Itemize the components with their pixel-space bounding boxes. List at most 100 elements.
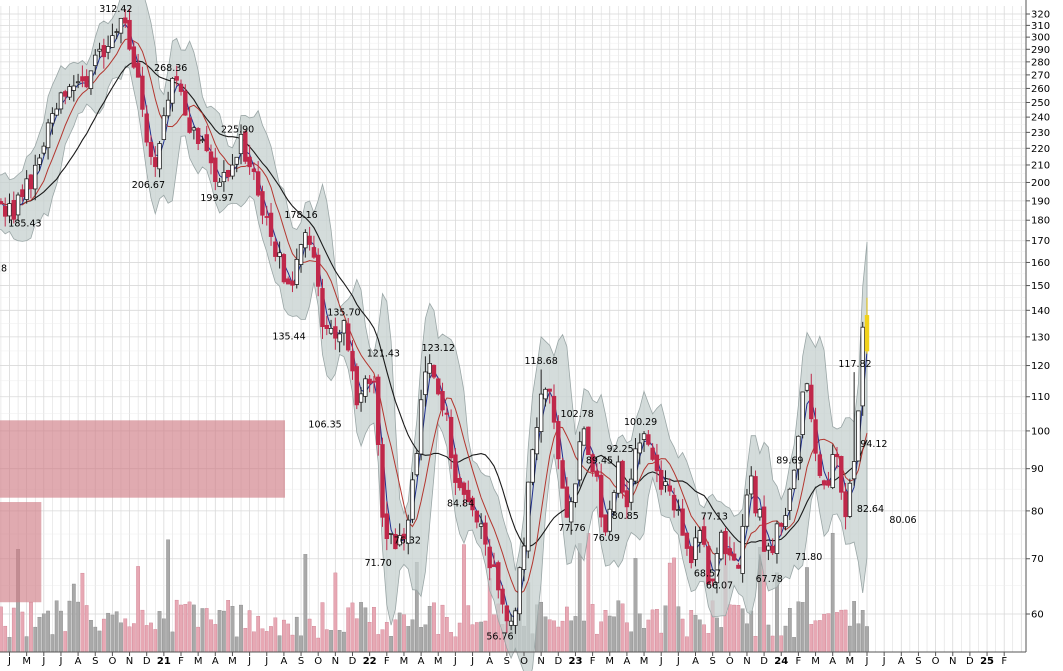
candle-body — [414, 453, 420, 476]
candle-body — [234, 156, 239, 165]
candle-body — [727, 548, 732, 556]
volume-bar — [243, 627, 248, 653]
volume-bar — [131, 623, 136, 653]
candle-body — [586, 426, 591, 455]
price-annotation: 178.16 — [284, 210, 317, 221]
candle-body — [564, 486, 570, 518]
volume-bar — [363, 607, 368, 653]
x-month-label: A — [280, 656, 287, 667]
candle-body — [367, 378, 372, 384]
candle-body — [663, 481, 668, 486]
price-annotation: 206.67 — [132, 180, 165, 191]
grid-layer — [0, 6, 1026, 652]
candle-body — [714, 553, 720, 584]
candle-body — [170, 78, 175, 104]
candle-body — [294, 259, 299, 285]
x-month-label: F — [1001, 656, 1007, 667]
candle-body — [406, 519, 411, 544]
x-month-label: A — [418, 656, 425, 667]
volume-bar — [67, 600, 72, 653]
x-month-label: D — [760, 656, 768, 667]
candle-body — [397, 535, 402, 546]
candle-body — [311, 247, 317, 258]
candle-body — [444, 412, 450, 415]
candle-body — [148, 142, 154, 157]
x-month-label: S — [915, 656, 921, 667]
price-annotation: 76.09 — [593, 533, 620, 544]
candle-body — [813, 419, 818, 454]
volume-bar — [637, 613, 642, 653]
y-tick-label: 120 — [1031, 361, 1050, 372]
volume-bar — [852, 601, 856, 653]
volume-bar — [3, 625, 8, 653]
candle-body — [153, 157, 158, 168]
candle-body — [58, 92, 64, 110]
volume-bar — [192, 604, 196, 653]
candle-body — [847, 482, 853, 517]
volume-bar — [384, 622, 389, 653]
volume-bar — [539, 601, 544, 653]
volume-bar — [419, 627, 423, 653]
volume-bar — [432, 602, 436, 653]
candle-body — [80, 76, 85, 82]
candle-body — [740, 525, 745, 574]
volume-bar — [736, 605, 741, 653]
candle-body — [230, 164, 235, 177]
candle-body — [127, 19, 132, 50]
volume-bar — [590, 604, 595, 653]
volume-bar — [466, 605, 471, 653]
volume-bar — [213, 624, 218, 653]
volume-bar — [822, 613, 826, 653]
candle-body — [277, 252, 282, 257]
volume-bar — [367, 622, 372, 653]
candle-body — [281, 254, 287, 283]
candle-body — [97, 48, 102, 52]
candle-body — [594, 470, 600, 477]
price-annotation: 225.90 — [221, 124, 254, 135]
x-month-label: D — [554, 656, 562, 667]
price-annotation: 84.84 — [447, 498, 474, 509]
y-tick-label: 310 — [1031, 21, 1050, 32]
x-year-label: 24 — [774, 656, 788, 667]
volume-bar — [680, 618, 685, 653]
y-tick-label: 100 — [1031, 426, 1050, 437]
candle-body — [611, 492, 617, 512]
volume-bar — [817, 620, 822, 653]
candle-body — [659, 469, 664, 490]
volume-bar — [123, 618, 128, 653]
volume-bar — [342, 631, 346, 653]
x-month-label: N — [743, 656, 750, 667]
candle-body — [753, 476, 758, 514]
volume-bar — [659, 632, 664, 653]
volume-bar — [33, 626, 38, 653]
candle-body — [770, 545, 775, 554]
x-month-label: J — [865, 656, 869, 667]
volume-bar — [599, 621, 604, 653]
x-month-label: N — [126, 656, 133, 667]
volume-bar — [560, 620, 565, 653]
volume-bar — [449, 632, 453, 653]
candle-body — [654, 454, 660, 472]
candle-body — [337, 333, 342, 343]
volume-bar — [595, 633, 599, 653]
candle-body — [41, 145, 46, 154]
volume-bar — [277, 635, 282, 653]
candle-body — [496, 562, 501, 591]
volume-bar — [329, 630, 333, 653]
candle-body — [556, 421, 561, 460]
volume-bar — [97, 630, 102, 653]
candle-body — [354, 366, 359, 406]
x-month-label: A — [692, 656, 699, 667]
price-annotation: 67.78 — [756, 574, 783, 585]
candle-body — [157, 143, 162, 170]
volume-bar — [650, 609, 655, 653]
volume-bar — [457, 622, 462, 653]
candle-body — [581, 428, 587, 446]
candle-body — [787, 488, 793, 511]
x-month-label: A — [212, 656, 219, 667]
candle-body — [453, 454, 458, 483]
candle-body — [67, 86, 72, 98]
volume-bar — [247, 610, 252, 653]
x-month-label: N — [537, 656, 544, 667]
candle-body — [671, 494, 677, 511]
